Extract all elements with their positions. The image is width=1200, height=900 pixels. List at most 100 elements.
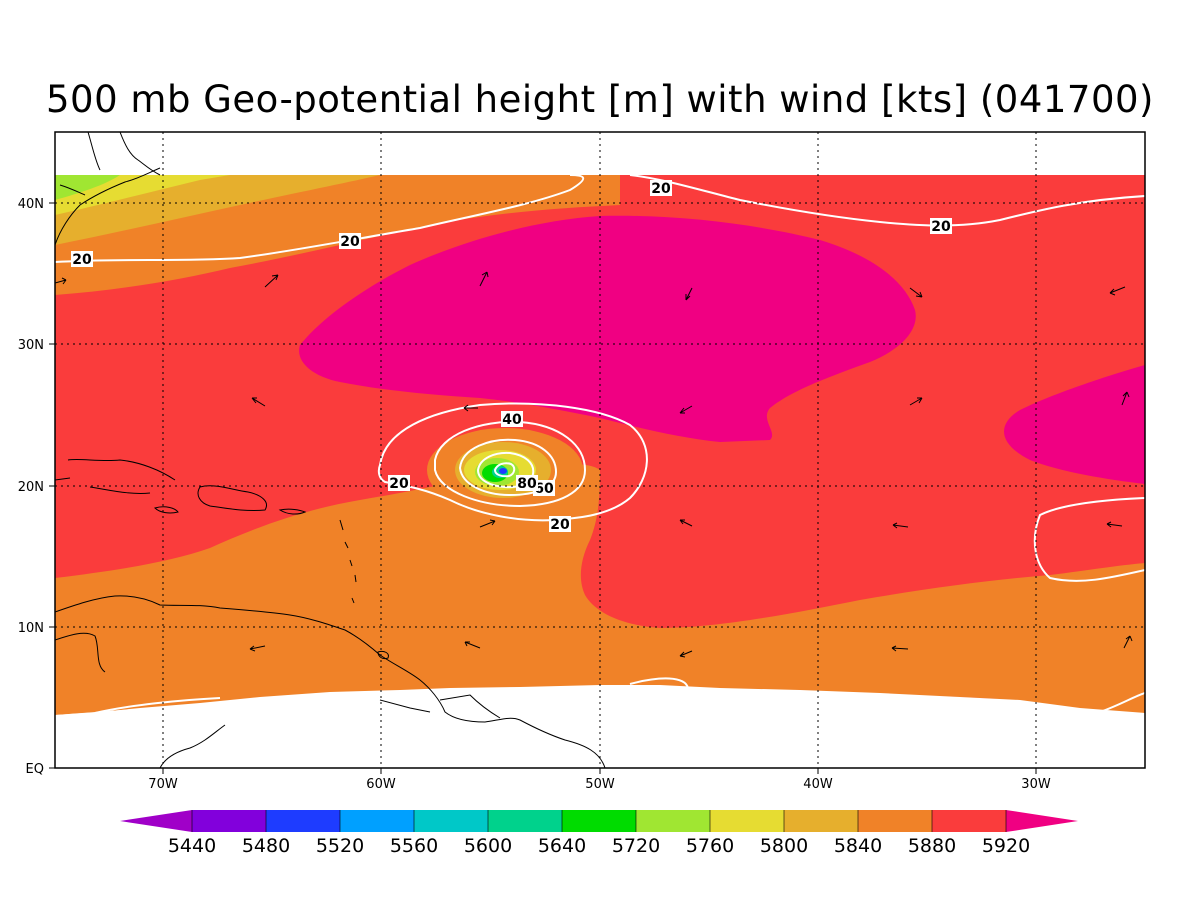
contour-label: 20 — [930, 218, 952, 235]
contour-label: 20 — [388, 475, 410, 492]
coast-trinidad — [377, 650, 389, 660]
colorbar-label: 5760 — [686, 835, 734, 857]
map-title: 500 mb Geo-potential height [m] with win… — [46, 78, 1154, 121]
colorbar-swatch — [784, 810, 859, 832]
latitude-labels: EQ 10N 20N 30N 40N — [18, 197, 44, 777]
svg-text:20: 20 — [389, 476, 409, 492]
wind-vectors — [55, 271, 1133, 658]
coast-guiana — [379, 694, 501, 719]
contour-20-south — [94, 677, 1145, 714]
wind-arrow — [909, 287, 923, 298]
lat-label: 30N — [18, 338, 44, 353]
coast-jamaica — [154, 506, 179, 514]
coast-lesser-antilles — [339, 519, 357, 604]
lon-label: 30W — [1021, 777, 1051, 792]
contour-label: 20 — [71, 251, 93, 268]
svg-text:60: 60 — [534, 481, 554, 497]
contour-label-group: 20 20 20 20 20 20 40 60 80 — [71, 180, 952, 533]
contour-label: 40 — [501, 411, 523, 428]
wind-arrow — [679, 650, 693, 658]
band-5560-core — [499, 468, 507, 474]
plot-area — [55, 132, 1145, 768]
svg-text:20: 20 — [550, 517, 570, 533]
wind-arrow — [685, 287, 693, 301]
coastlines — [55, 132, 606, 768]
colorbar-label: 5720 — [612, 835, 660, 857]
colorbar-swatch — [266, 810, 341, 832]
colorbar-label: 5880 — [908, 835, 956, 857]
contour-20-east — [1033, 497, 1145, 582]
wind-arrow — [1106, 521, 1123, 528]
wind-arrow — [909, 397, 923, 406]
colorbar-swatch — [192, 810, 267, 832]
wind-arrow — [249, 645, 266, 652]
svg-text:20: 20 — [931, 219, 951, 235]
svg-text:40: 40 — [502, 412, 522, 428]
coast-north-america — [55, 132, 161, 246]
contour-label: 60 — [533, 480, 555, 497]
colorbar-label: 5480 — [242, 835, 290, 857]
lon-label: 50W — [585, 777, 615, 792]
wind-arrow — [1121, 391, 1130, 406]
colorbar-right-arrow — [1006, 810, 1078, 832]
coast-south-america — [55, 595, 606, 768]
wind-contours — [55, 174, 1145, 714]
band-5720 — [55, 175, 120, 200]
lon-label: 40W — [803, 777, 833, 792]
contour-label: 20 — [549, 516, 571, 533]
wind-arrow — [55, 277, 67, 285]
lat-label: EQ — [26, 762, 44, 777]
wind-arrow — [479, 271, 489, 287]
colorbar-label: 5840 — [834, 835, 882, 857]
wind-arrow — [1109, 286, 1126, 296]
colorbar-swatch — [562, 810, 637, 832]
colorbar: 5440 5480 5520 5560 5600 5640 5720 5760 5800 5840… — [120, 810, 1078, 857]
contour-60 — [458, 438, 558, 497]
colorbar-label: 5520 — [316, 835, 364, 857]
colorbar-label: 5920 — [982, 835, 1030, 857]
lat-label: 20N — [18, 480, 44, 495]
svg-text:20: 20 — [651, 181, 671, 197]
colorbar-label: 5440 — [168, 835, 216, 857]
contour-inner — [493, 462, 516, 478]
contour-40 — [434, 420, 587, 508]
lon-label: 60W — [366, 777, 396, 792]
axis-ticks — [49, 202, 1037, 774]
colorbar-label: 5800 — [760, 835, 808, 857]
svg-text:20: 20 — [72, 252, 92, 268]
colorbar-label: 5600 — [464, 835, 512, 857]
svg-text:80: 80 — [517, 476, 537, 492]
coast-cuba — [55, 458, 176, 494]
colorbar-swatch — [710, 810, 785, 832]
colorbar-swatch — [414, 810, 489, 832]
longitude-labels: 70W 60W 50W 40W 30W — [148, 777, 1051, 792]
colorbar-swatch — [636, 810, 711, 832]
wind-arrow — [464, 641, 481, 649]
colorbar-label: 5560 — [390, 835, 438, 857]
contour-80 — [476, 451, 535, 489]
contour-label: 80 — [516, 475, 538, 492]
lon-label: 70W — [148, 777, 178, 792]
coast-puerto-rico — [278, 508, 307, 515]
wind-arrow — [679, 519, 693, 527]
wind-arrow — [891, 645, 909, 652]
wind-arrow — [892, 522, 909, 529]
lat-label: 40N — [18, 197, 44, 212]
grid-lines — [55, 132, 1145, 768]
wind-arrow — [679, 405, 693, 414]
colorbar-swatch — [858, 810, 933, 832]
colorbar-left-arrow — [120, 810, 192, 832]
height-field — [55, 175, 1145, 715]
wind-arrow — [479, 519, 496, 528]
lat-label: 10N — [18, 621, 44, 636]
contour-20-north — [55, 174, 1145, 263]
contour-label: 20 — [339, 233, 361, 250]
colorbar-swatch — [340, 810, 415, 832]
band-5920-east — [1003, 365, 1145, 484]
colorbar-swatch — [932, 810, 1007, 832]
wind-arrow — [1123, 635, 1133, 649]
coast-hispaniola — [197, 485, 267, 511]
wind-arrow — [251, 397, 266, 407]
svg-text:20: 20 — [340, 234, 360, 250]
